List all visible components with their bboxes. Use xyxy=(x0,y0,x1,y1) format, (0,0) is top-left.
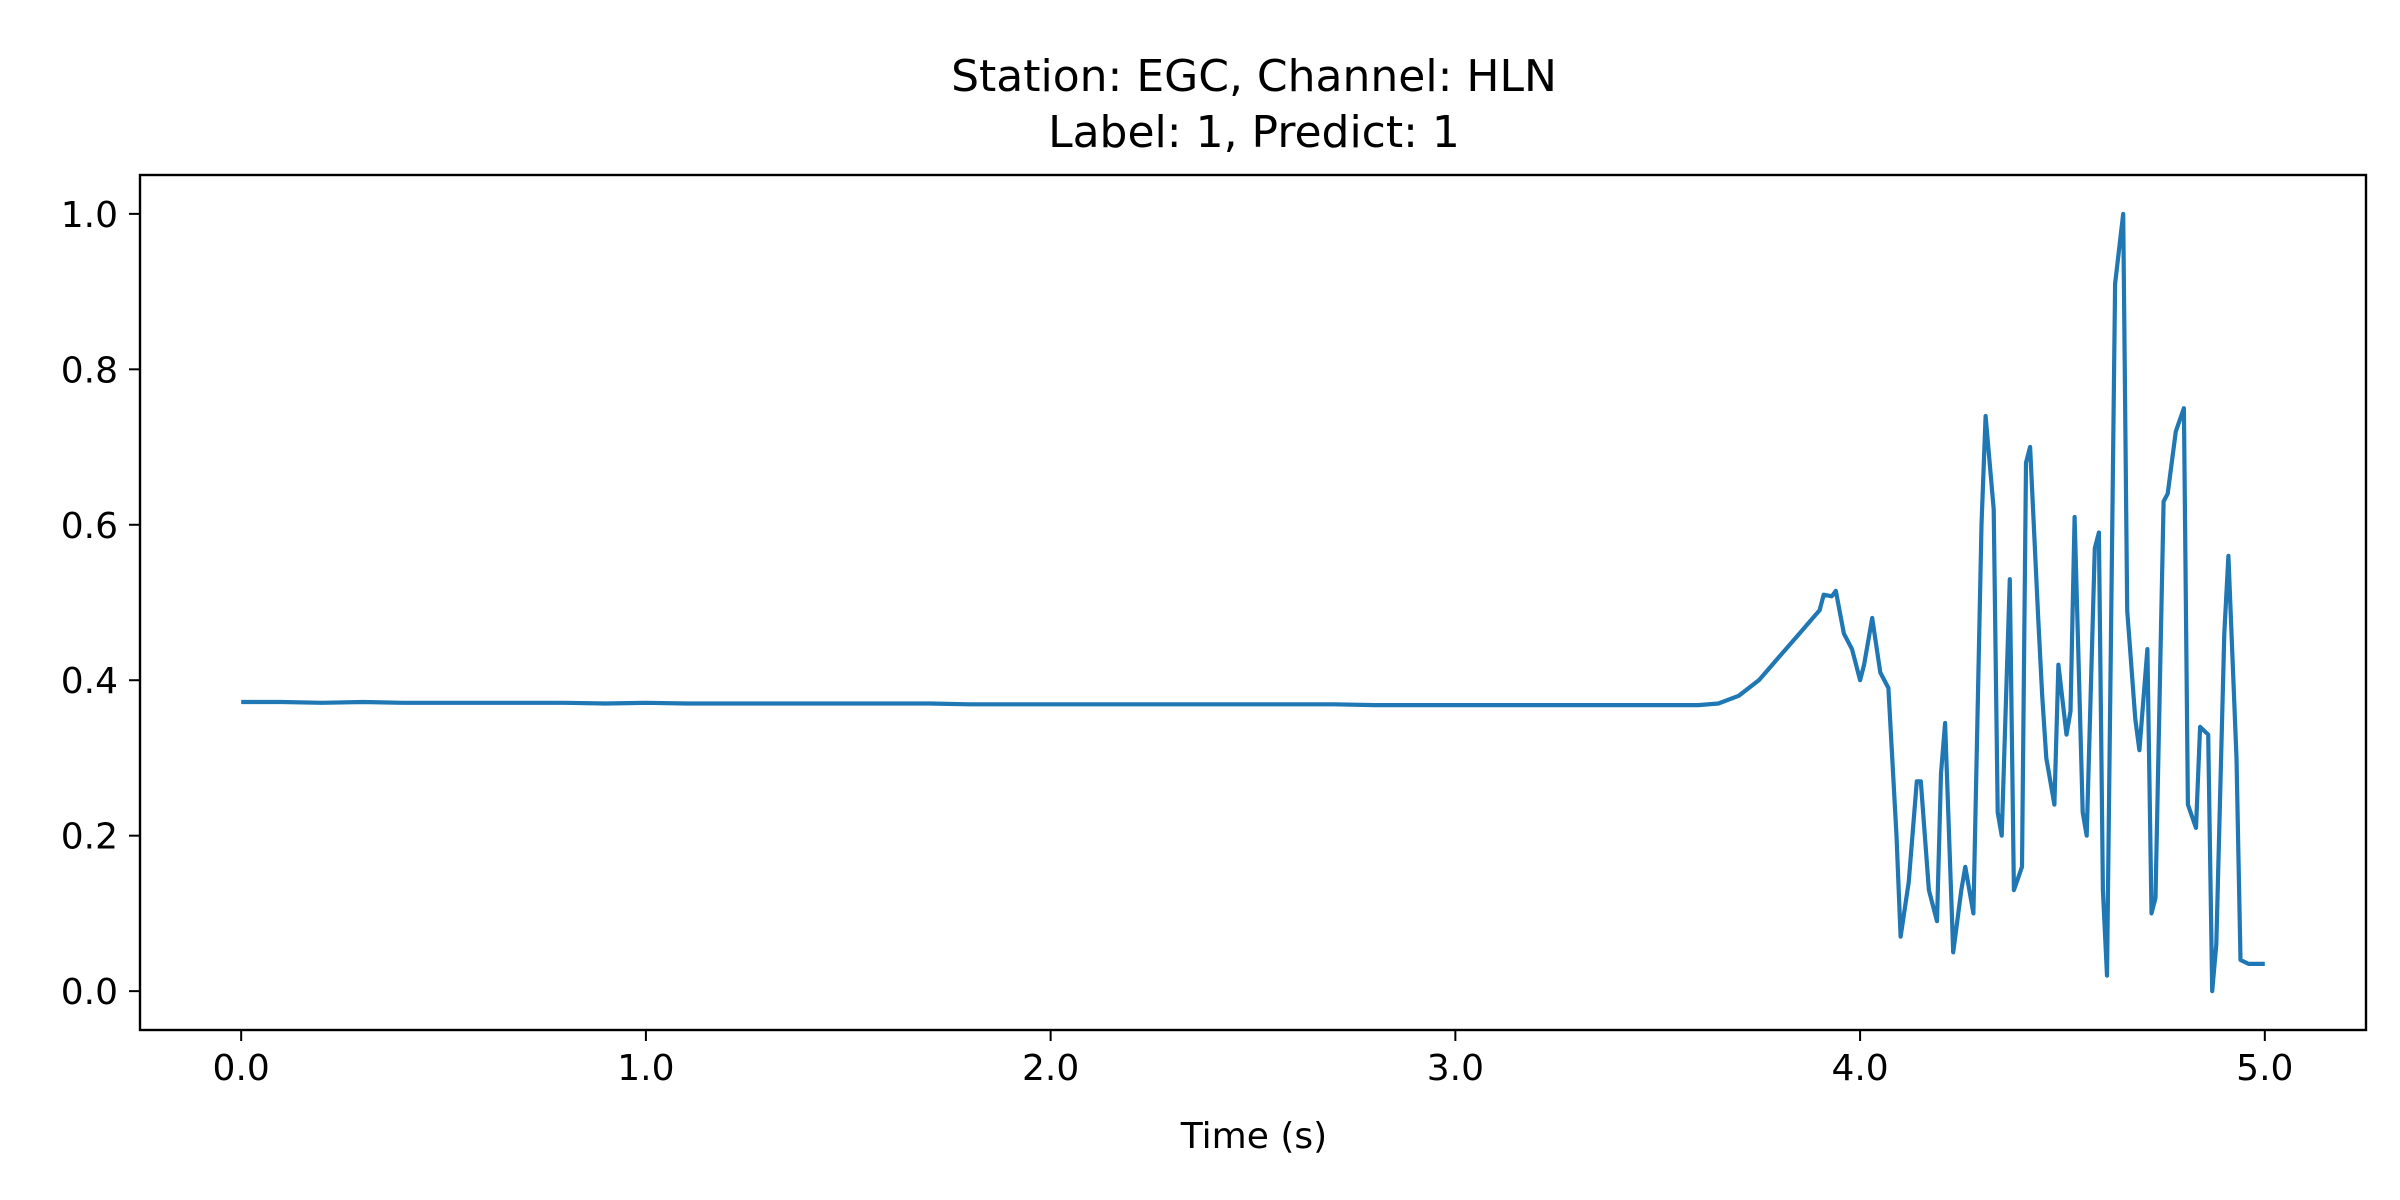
x-tick-label: 2.0 xyxy=(1022,1048,1079,1089)
y-tick-label: 0.2 xyxy=(61,817,118,858)
x-tick-label: 4.0 xyxy=(1831,1048,1888,1089)
x-tick-label: 3.0 xyxy=(1427,1048,1484,1089)
x-tick-label: 0.0 xyxy=(213,1048,270,1089)
y-axis-ticks: 0.0 0.2 0.4 0.6 0.8 1.0 xyxy=(61,195,140,1013)
x-axis-ticks: 0.0 1.0 2.0 3.0 4.0 5.0 xyxy=(213,1030,2293,1089)
x-tick-label: 1.0 xyxy=(617,1048,674,1089)
y-tick-label: 1.0 xyxy=(61,195,118,236)
y-tick-label: 0.6 xyxy=(61,506,118,547)
plot-frame xyxy=(138,173,2368,1032)
chart-title-line2: Label: 1, Predict: 1 xyxy=(1048,107,1460,158)
chart-title-line1: Station: EGC, Channel: HLN xyxy=(951,51,1557,102)
y-tick-label: 0.8 xyxy=(61,350,118,391)
waveform-series-line xyxy=(241,211,2265,994)
y-tick-label: 0.4 xyxy=(61,661,118,702)
x-axis-label: Time (s) xyxy=(1180,1116,1327,1157)
y-tick-label: 0.0 xyxy=(61,972,118,1013)
x-tick-label: 5.0 xyxy=(2236,1048,2293,1089)
